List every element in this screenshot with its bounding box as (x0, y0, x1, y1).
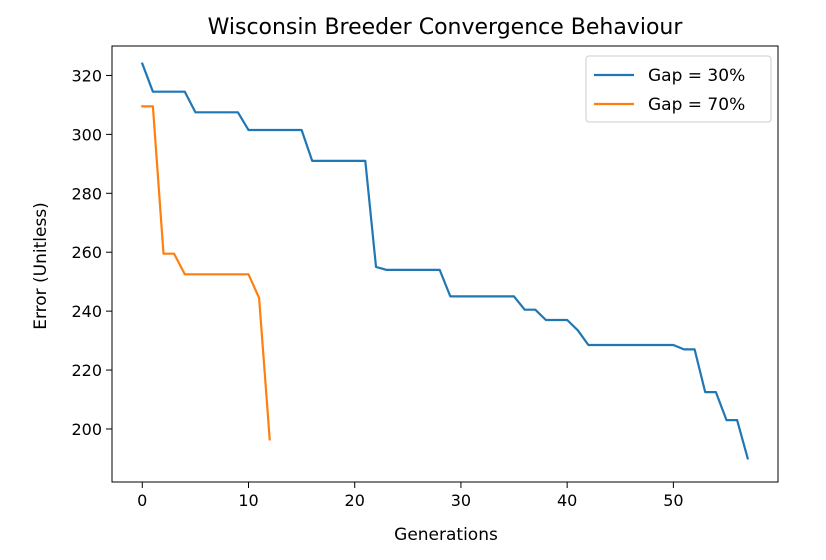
x-tick-label: 30 (451, 491, 471, 510)
plot-frame (111, 45, 779, 483)
legend: Gap = 30% Gap = 70% (585, 55, 772, 123)
x-tick-label: 40 (557, 491, 577, 510)
y-tick-label: 240 (71, 302, 102, 321)
x-axis-label: Generations (394, 525, 498, 545)
y-axis: 200 220 240 260 280 300 320 (71, 66, 112, 439)
series-layer (140, 62, 750, 460)
y-tick-label: 320 (71, 66, 102, 85)
x-axis: 0 10 20 30 40 50 (137, 482, 684, 510)
y-axis-label: Error (Unitless) (31, 202, 51, 330)
y-tick-label: 300 (71, 125, 102, 144)
legend-label-2: Gap = 70% (648, 95, 745, 115)
chart-title: Wisconsin Breeder Convergence Behaviour (208, 15, 684, 40)
x-tick-label: 20 (345, 491, 365, 510)
x-tick-label: 0 (137, 491, 147, 510)
y-tick-label: 220 (71, 361, 102, 380)
y-tick-label: 260 (71, 243, 102, 262)
x-tick-label: 50 (663, 491, 683, 510)
y-tick-label: 200 (71, 420, 102, 439)
y-tick-label: 280 (71, 184, 102, 203)
x-tick-label: 10 (238, 491, 258, 510)
legend-label-1: Gap = 30% (648, 66, 745, 86)
series-line-1 (140, 62, 750, 460)
series-line-2 (141, 105, 271, 441)
legend-box (585, 55, 772, 123)
